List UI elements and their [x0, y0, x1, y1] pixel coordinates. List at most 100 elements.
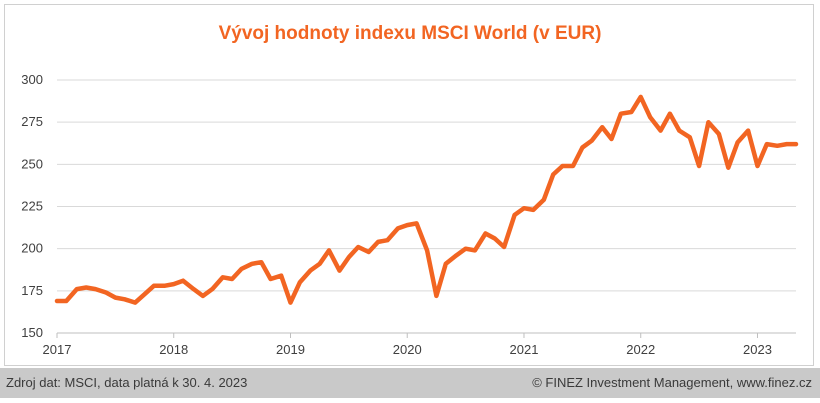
y-axis-ticks: 150 175 200 225 250 275 300: [21, 72, 43, 340]
data-point: [706, 120, 710, 124]
data-point: [327, 248, 331, 252]
data-point: [775, 144, 779, 148]
data-point: [561, 164, 565, 168]
data-point: [75, 287, 79, 291]
data-point: [259, 260, 263, 264]
data-point: [84, 285, 88, 289]
data-point: [94, 287, 98, 291]
data-point: [338, 269, 342, 273]
y-tick-label: 250: [21, 156, 43, 171]
data-point: [123, 297, 127, 301]
data-point: [221, 275, 225, 279]
data-point: [502, 245, 506, 249]
data-point: [279, 274, 283, 278]
y-tick-label: 200: [21, 241, 43, 256]
data-point: [55, 299, 59, 303]
chart-title: Vývoj hodnoty indexu MSCI World (v EUR): [218, 23, 602, 44]
x-tick-label: 2019: [276, 342, 305, 357]
data-point: [746, 129, 750, 133]
data-point: [152, 284, 156, 288]
data-point: [434, 294, 438, 298]
data-point: [210, 287, 214, 291]
x-tick-label: 2023: [743, 342, 772, 357]
data-point: [473, 248, 477, 252]
data-point: [113, 296, 117, 300]
series-layer: [54, 94, 799, 305]
data-point: [639, 95, 643, 99]
data-point: [688, 135, 692, 139]
chart-frame: [4, 4, 814, 366]
data-point: [192, 287, 196, 291]
x-tick-label: 2018: [159, 342, 188, 357]
source-note: Zdroj dat: MSCI, data platná k 30. 4. 20…: [6, 375, 248, 390]
data-point: [415, 221, 419, 225]
gridlines: [57, 79, 796, 292]
copyright-note: © FINEZ Investment Management, www.finez…: [532, 375, 812, 390]
data-point: [367, 250, 371, 254]
x-tick-label: 2022: [626, 342, 655, 357]
data-point: [133, 301, 137, 305]
data-point: [308, 269, 312, 273]
data-point: [425, 248, 429, 252]
data-point: [396, 226, 400, 230]
data-point: [493, 237, 497, 241]
data-point: [542, 198, 546, 202]
data-point: [531, 208, 535, 212]
data-point: [172, 282, 176, 286]
data-point: [230, 277, 234, 281]
data-point: [162, 284, 166, 288]
data-point: [201, 294, 205, 298]
data-point: [269, 277, 273, 281]
y-tick-label: 225: [21, 199, 43, 214]
x-tick-label: 2020: [393, 342, 422, 357]
x-tick-label: 2017: [43, 342, 72, 357]
x-tick-label: 2021: [510, 342, 539, 357]
data-point: [239, 267, 243, 271]
y-tick-label: 275: [21, 114, 43, 129]
data-point: [668, 112, 672, 116]
data-point: [298, 280, 302, 284]
data-point: [551, 172, 555, 176]
data-point: [600, 125, 604, 129]
data-point: [181, 279, 185, 283]
data-point: [104, 291, 108, 295]
data-point: [629, 110, 633, 114]
data-point: [405, 223, 409, 227]
data-point: [356, 245, 360, 249]
data-point: [444, 262, 448, 266]
y-tick-label: 175: [21, 283, 43, 298]
data-point: [677, 129, 681, 133]
data-point: [250, 262, 254, 266]
data-point: [288, 301, 292, 305]
data-point: [619, 112, 623, 116]
data-point: [580, 145, 584, 149]
footer-bar: Zdroj dat: MSCI, data platná k 30. 4. 20…: [0, 368, 820, 398]
data-point: [513, 213, 517, 217]
y-tick-label: 300: [21, 72, 43, 87]
data-point: [454, 253, 458, 257]
data-point: [318, 262, 322, 266]
data-point: [143, 292, 147, 296]
data-point: [755, 164, 759, 168]
x-axis-ticks: 2017 2018 2019 2020 2021 2022 2023: [43, 333, 772, 357]
y-tick-label: 150: [21, 325, 43, 340]
data-point: [385, 238, 389, 242]
data-point: [765, 142, 769, 146]
data-point: [376, 240, 380, 244]
data-point: [794, 142, 798, 146]
data-point: [571, 164, 575, 168]
data-point: [347, 255, 351, 259]
data-point: [610, 137, 614, 141]
data-point: [64, 299, 68, 303]
data-point: [522, 206, 526, 210]
data-point: [659, 129, 663, 133]
data-point: [648, 115, 652, 119]
data-point: [697, 164, 701, 168]
data-point: [590, 139, 594, 143]
data-point: [726, 166, 730, 170]
data-point: [464, 247, 468, 251]
data-point: [785, 142, 789, 146]
data-point: [736, 140, 740, 144]
series-line-0: [54, 94, 799, 305]
